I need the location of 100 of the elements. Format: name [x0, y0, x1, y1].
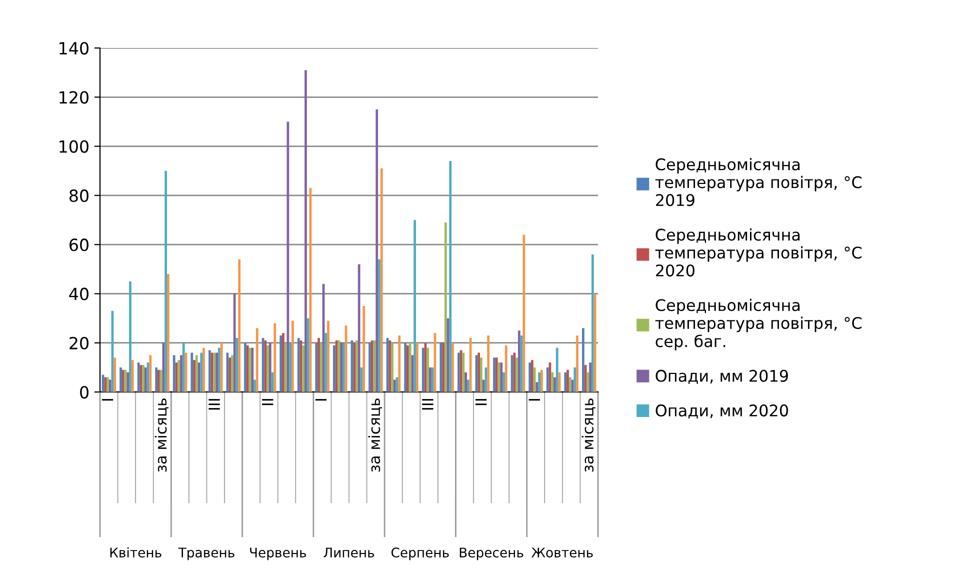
bar [554, 377, 556, 392]
bar [284, 342, 287, 392]
bar [362, 306, 366, 392]
bar [564, 372, 567, 392]
bar [566, 370, 569, 392]
bar [380, 168, 383, 392]
bar [289, 342, 292, 392]
bar [353, 342, 356, 392]
bar [393, 380, 396, 392]
bar [195, 355, 198, 392]
bar [404, 342, 407, 392]
text: Вересень [460, 548, 524, 560]
bar [231, 355, 234, 392]
bar [591, 254, 594, 392]
bar [282, 333, 284, 392]
bar [104, 377, 107, 392]
bar [406, 345, 409, 392]
bar [338, 340, 340, 392]
bar [589, 362, 592, 392]
bar [122, 370, 124, 392]
bar [233, 294, 236, 392]
bar [502, 372, 505, 392]
bar [297, 338, 300, 392]
bar [378, 259, 380, 392]
bar [391, 342, 394, 392]
bar [213, 352, 216, 392]
bar [464, 372, 467, 392]
text: Травень [178, 548, 234, 560]
bar [327, 320, 330, 392]
bar [193, 360, 196, 392]
bar [114, 358, 116, 392]
x-tick-label: III [208, 399, 220, 410]
bar [126, 372, 130, 392]
bar [440, 342, 442, 392]
bar [582, 328, 584, 392]
bar [182, 342, 185, 392]
bar [500, 362, 503, 392]
bar [340, 342, 342, 392]
bar [178, 360, 180, 392]
bar [482, 380, 485, 392]
bar [131, 360, 134, 392]
bar [444, 222, 447, 392]
bar [487, 335, 490, 392]
bar [129, 281, 132, 392]
legend-label: Опади, мм 2020 [656, 404, 788, 418]
bar [155, 367, 158, 392]
text: Серпень [391, 548, 449, 560]
bar [531, 360, 534, 392]
bar [478, 352, 480, 392]
y-tick-label: 120 [60, 91, 88, 104]
bar [522, 234, 526, 392]
bar [376, 109, 378, 392]
bar [306, 318, 310, 392]
bar [332, 345, 336, 392]
bar [160, 370, 162, 392]
bar [140, 364, 142, 392]
bar [304, 70, 307, 392]
bar [518, 330, 520, 392]
bar [246, 345, 249, 392]
bar [551, 372, 554, 392]
legend-label: Середньомісячна температура повітря, °С 2019 [655, 158, 862, 206]
y-tick-label: 0 [80, 386, 88, 399]
bar [416, 342, 418, 392]
bar [142, 364, 144, 392]
bar [251, 348, 254, 392]
bar [504, 345, 508, 392]
bar [202, 348, 205, 392]
text: Липень [324, 548, 374, 558]
bar [368, 342, 371, 392]
bar [574, 367, 576, 392]
bar [576, 335, 578, 392]
bar [318, 338, 320, 392]
bar [315, 342, 318, 392]
x-tick-label: за місяць [368, 398, 382, 472]
bar [218, 348, 220, 392]
bar [228, 358, 232, 392]
bar [452, 342, 454, 392]
x-tick-label: I [315, 399, 327, 401]
bar [342, 342, 345, 392]
bar [149, 355, 152, 392]
y-tick-label: 80 [70, 189, 88, 202]
text: Жовтень [532, 548, 593, 558]
bar [586, 372, 590, 392]
bar [164, 170, 167, 392]
y-tick-label: 100 [60, 140, 88, 153]
bar [358, 264, 360, 392]
x-tick-label: I [528, 399, 540, 401]
bar [414, 220, 416, 392]
bar [200, 352, 203, 392]
bar [495, 358, 498, 392]
bar [268, 342, 272, 392]
bar [144, 367, 147, 392]
y-tick-label: 60 [70, 238, 88, 252]
bar [538, 372, 540, 392]
x-tick-label: II [262, 399, 274, 406]
bar [480, 358, 482, 392]
bar [216, 352, 218, 392]
bar [291, 320, 294, 392]
bar [320, 342, 322, 392]
bar [274, 323, 276, 392]
